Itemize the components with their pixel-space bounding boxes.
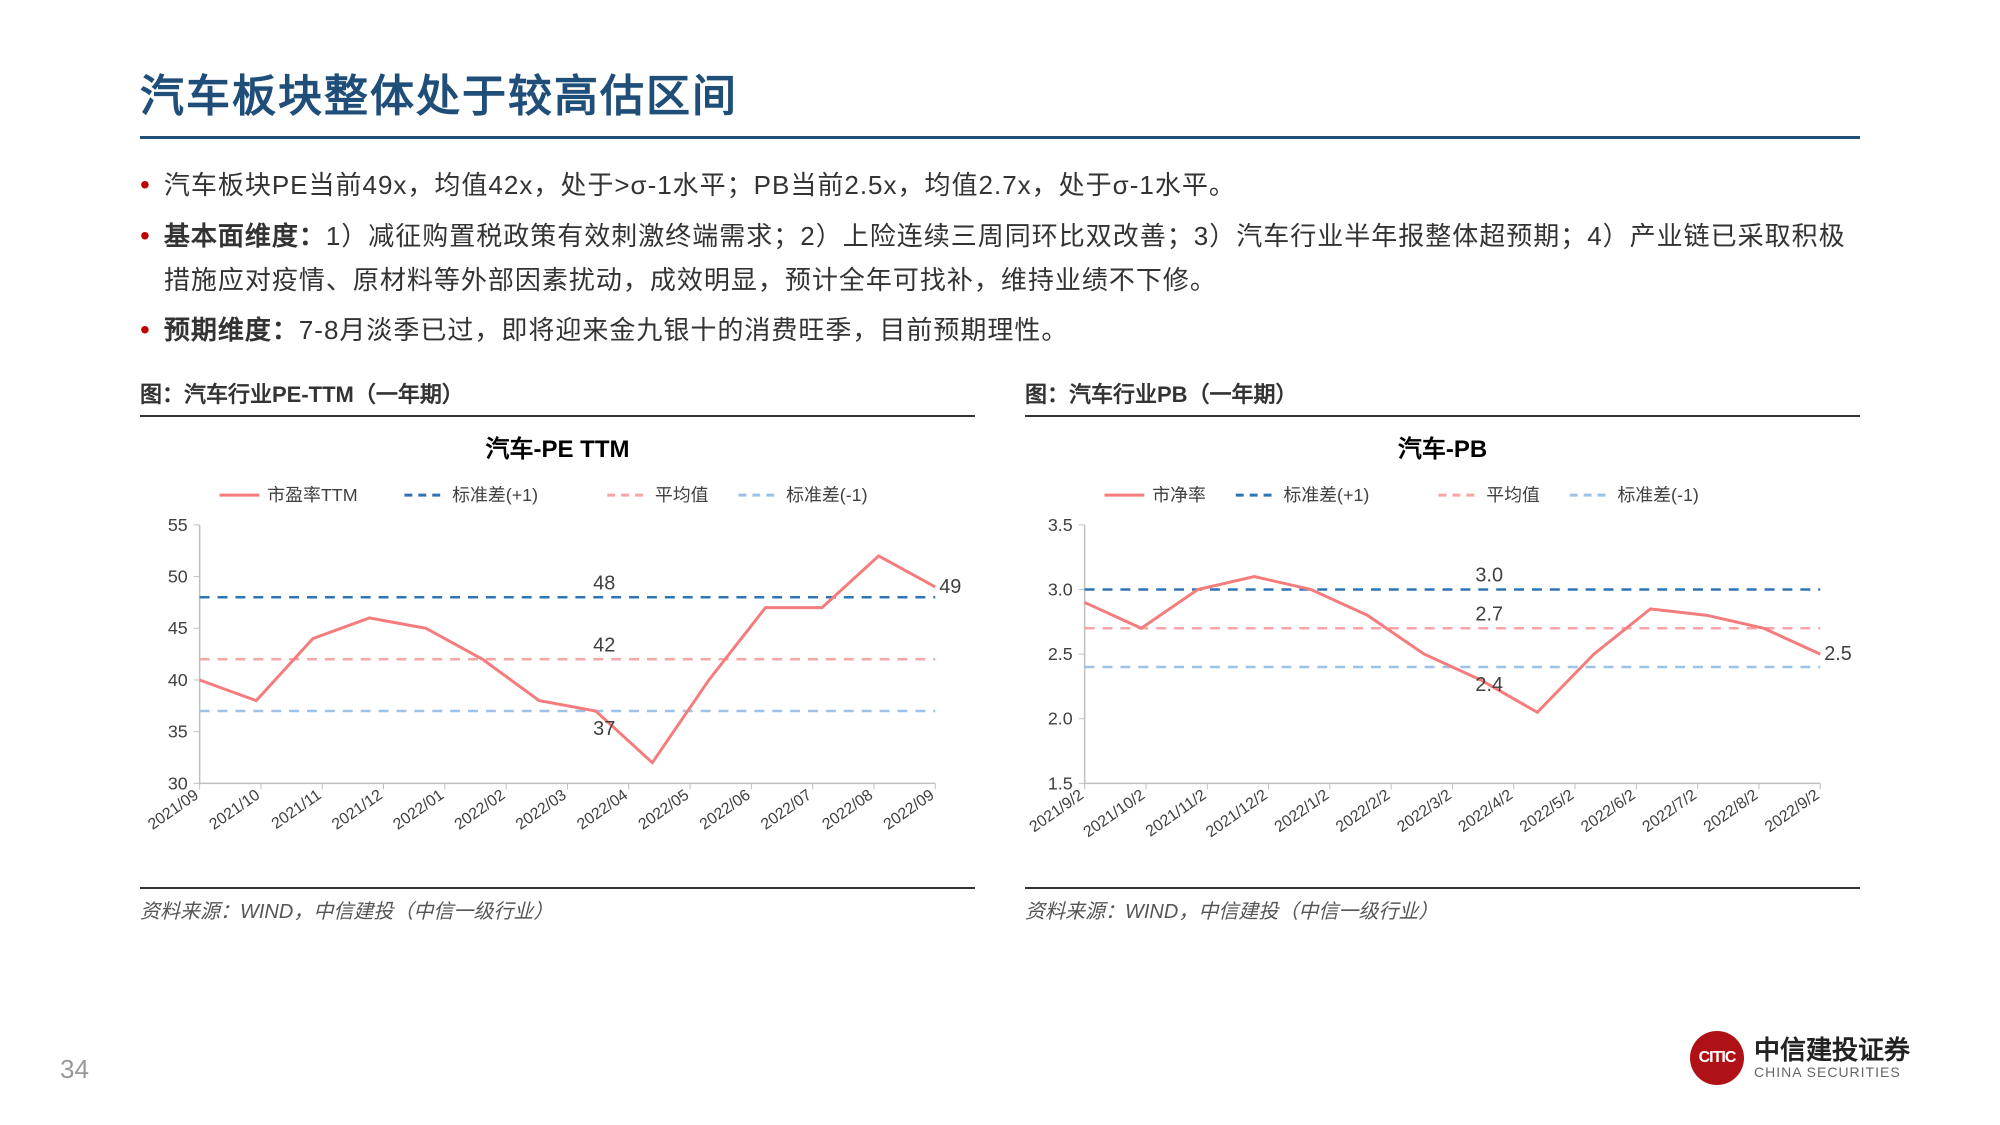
bullet-text: 预期维度：7-8月淡季已过，即将迎来金九银十的消费旺季，目前预期理性。 <box>164 308 1860 352</box>
svg-text:40: 40 <box>168 670 188 690</box>
page-number: 34 <box>60 1054 89 1085</box>
svg-text:2021/9/2: 2021/9/2 <box>1027 786 1088 835</box>
svg-text:2021/09: 2021/09 <box>145 786 202 833</box>
logo-cn-text: 中信建投证券 <box>1754 1036 1910 1065</box>
svg-text:2.4: 2.4 <box>1475 674 1503 696</box>
svg-text:2022/03: 2022/03 <box>513 786 570 833</box>
bullet-item: • 基本面维度：1）减征购置税政策有效刺激终端需求；2）上险连续三周同环比双改善… <box>140 214 1860 302</box>
svg-text:2022/9/2: 2022/9/2 <box>1762 786 1823 835</box>
svg-text:2022/02: 2022/02 <box>452 786 509 833</box>
svg-text:55: 55 <box>168 515 188 535</box>
logo-mark-icon: CITIC <box>1690 1031 1744 1085</box>
svg-text:37: 37 <box>593 718 615 740</box>
chart-pb-caption: 图：汽车行业PB（一年期） <box>1025 377 1860 417</box>
svg-text:3.5: 3.5 <box>1048 515 1073 535</box>
svg-text:45: 45 <box>168 618 188 638</box>
svg-text:3.0: 3.0 <box>1048 579 1073 599</box>
svg-text:35: 35 <box>168 722 188 742</box>
bullet-item: • 汽车板块PE当前49x，均值42x，处于>σ-1水平；PB当前2.5x，均值… <box>140 163 1860 208</box>
svg-text:2.5: 2.5 <box>1824 643 1852 665</box>
svg-text:2021/12/2: 2021/12/2 <box>1203 786 1271 841</box>
svg-text:2021/12: 2021/12 <box>329 786 386 833</box>
bullet-item: • 预期维度：7-8月淡季已过，即将迎来金九银十的消费旺季，目前预期理性。 <box>140 308 1860 353</box>
svg-text:2022/4/2: 2022/4/2 <box>1456 786 1517 835</box>
svg-text:1.5: 1.5 <box>1048 773 1073 793</box>
svg-text:2022/04: 2022/04 <box>574 786 631 833</box>
svg-text:2022/7/2: 2022/7/2 <box>1640 786 1701 835</box>
chart-pb-source: 资料来源：WIND，中信建投（中信一级行业） <box>1025 887 1860 924</box>
chart-pb-column: 图：汽车行业PB（一年期） 汽车-PB 市净率 标准差(+1) 平均值 标准差(-1)… <box>1025 377 1860 924</box>
svg-text:2022/3/2: 2022/3/2 <box>1394 786 1455 835</box>
svg-text:2022/07: 2022/07 <box>758 786 815 833</box>
charts-row: 图：汽车行业PE-TTM（一年期） 汽车-PE TTM 市盈率TTM 标准差(+1… <box>140 377 1860 924</box>
svg-text:2021/10/2: 2021/10/2 <box>1081 786 1149 841</box>
bullet-text: 基本面维度：1）减征购置税政策有效刺激终端需求；2）上险连续三周同环比双改善；3… <box>164 214 1860 302</box>
chart-pb-title: 汽车-PB <box>1025 429 1860 464</box>
logo-en-text: CHINA SECURITIES <box>1754 1065 1910 1080</box>
svg-text:30: 30 <box>168 773 188 793</box>
svg-text:2022/06: 2022/06 <box>697 786 754 833</box>
svg-text:2.7: 2.7 <box>1475 603 1503 625</box>
slide-title: 汽车板块整体处于较高估区间 <box>140 60 1860 139</box>
svg-text:2022/09: 2022/09 <box>881 786 938 833</box>
svg-text:2.5: 2.5 <box>1048 644 1073 664</box>
bullet-dot-icon: • <box>140 163 150 208</box>
svg-text:2022/6/2: 2022/6/2 <box>1578 786 1639 835</box>
svg-text:市盈率TTM: 市盈率TTM <box>267 485 357 505</box>
bullet-dot-icon: • <box>140 214 150 259</box>
svg-text:市净率: 市净率 <box>1152 485 1206 505</box>
svg-text:平均值: 平均值 <box>655 485 709 505</box>
bullet-dot-icon: • <box>140 308 150 353</box>
svg-text:50: 50 <box>168 567 188 587</box>
svg-text:平均值: 平均值 <box>1486 485 1540 505</box>
svg-text:2022/05: 2022/05 <box>636 786 693 833</box>
svg-text:42: 42 <box>593 634 615 656</box>
svg-text:2021/10: 2021/10 <box>206 786 263 833</box>
svg-text:2.0: 2.0 <box>1048 709 1073 729</box>
svg-text:49: 49 <box>939 576 961 598</box>
svg-text:2022/08: 2022/08 <box>819 786 876 833</box>
svg-text:2022/8/2: 2022/8/2 <box>1701 786 1762 835</box>
svg-text:2022/01: 2022/01 <box>390 786 447 833</box>
svg-text:3.0: 3.0 <box>1475 565 1503 587</box>
bullet-text: 汽车板块PE当前49x，均值42x，处于>σ-1水平；PB当前2.5x，均值2.… <box>164 163 1860 207</box>
chart-pe-caption: 图：汽车行业PE-TTM（一年期） <box>140 377 975 417</box>
company-logo: CITIC 中信建投证券 CHINA SECURITIES <box>1690 1031 1910 1085</box>
svg-text:标准差(-1): 标准差(-1) <box>1617 485 1698 505</box>
chart-pe-title: 汽车-PE TTM <box>140 429 975 464</box>
chart-pe-source: 资料来源：WIND，中信建投（中信一级行业） <box>140 887 975 924</box>
chart-pe-column: 图：汽车行业PE-TTM（一年期） 汽车-PE TTM 市盈率TTM 标准差(+1… <box>140 377 975 924</box>
svg-text:48: 48 <box>593 572 615 594</box>
chart-pb-svg: 市净率 标准差(+1) 平均值 标准差(-1) 1.5 2.0 2.5 3.0 3.5 2021/… <box>1025 474 1860 874</box>
svg-text:2021/11: 2021/11 <box>269 786 325 832</box>
svg-text:2022/1/2: 2022/1/2 <box>1272 786 1333 835</box>
svg-text:2022/5/2: 2022/5/2 <box>1517 786 1578 835</box>
svg-text:标准差(-1): 标准差(-1) <box>786 485 867 505</box>
svg-text:标准差(+1): 标准差(+1) <box>1283 485 1369 505</box>
svg-text:标准差(+1): 标准差(+1) <box>452 485 538 505</box>
svg-text:2021/11/2: 2021/11/2 <box>1143 786 1210 840</box>
chart-pe-svg: 市盈率TTM 标准差(+1) 平均值 标准差(-1) 30 35 40 45 50 55 2021/… <box>140 474 975 874</box>
svg-text:2022/2/2: 2022/2/2 <box>1333 786 1394 835</box>
bullet-list: • 汽车板块PE当前49x，均值42x，处于>σ-1水平；PB当前2.5x，均值… <box>140 163 1860 353</box>
